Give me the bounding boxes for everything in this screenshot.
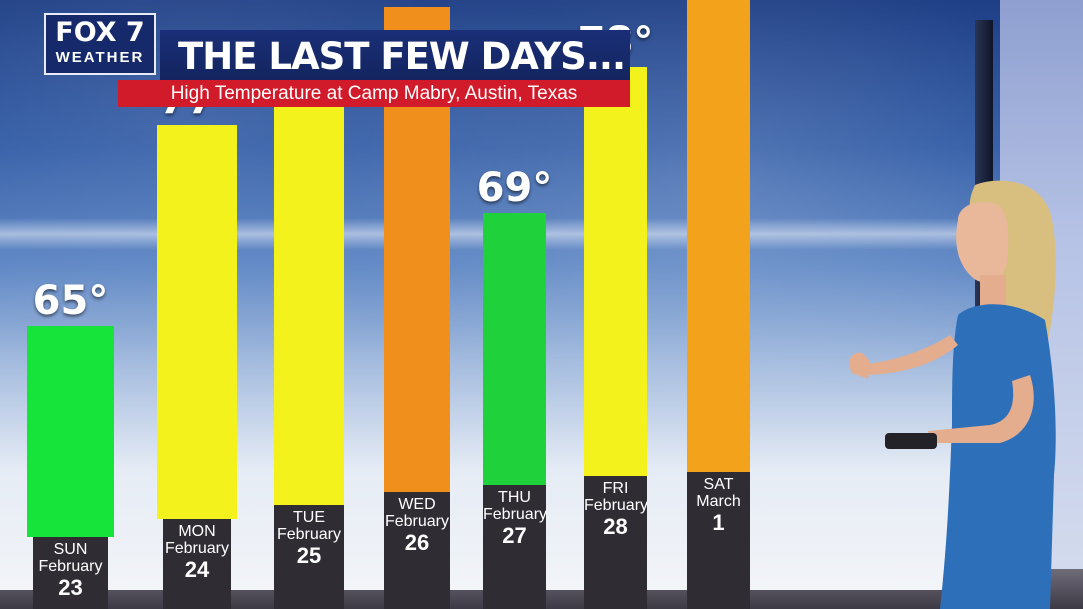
day-of-week: TUE <box>293 509 325 526</box>
day-of-week: SAT <box>703 476 734 493</box>
value-label-wed: 83° <box>364 0 470 5</box>
bar-fri <box>584 67 647 476</box>
bar-thu <box>483 213 546 485</box>
day-number: 27 <box>502 522 527 548</box>
day-number: 1 <box>712 509 725 535</box>
month: February <box>584 496 649 514</box>
month: February <box>483 505 548 523</box>
day-number: 28 <box>603 513 628 539</box>
month: February <box>164 539 230 557</box>
day-number: 23 <box>58 574 83 600</box>
day-label-fri: FRI February 28 <box>584 476 649 609</box>
day-label-sat: SAT March 1 <box>687 472 750 609</box>
logo-line-2: WEATHER <box>55 49 145 66</box>
page-subtitle: High Temperature at Camp Mabry, Austin, … <box>118 80 630 107</box>
day-of-week: MON <box>178 523 216 540</box>
day-of-week: THU <box>498 489 531 506</box>
page-title: THE LAST FEW DAYS... <box>178 35 626 78</box>
month: March <box>696 492 741 510</box>
day-label-thu: THU February 27 <box>483 485 548 609</box>
value-label-thu: 69° <box>476 165 553 211</box>
bar-mon <box>157 125 237 519</box>
bar-sat <box>687 0 750 472</box>
day-of-week: FRI <box>602 480 629 497</box>
day-of-week: SUN <box>53 541 88 558</box>
presenter-figure <box>849 180 1056 609</box>
day-label-mon: MON February 24 <box>163 519 231 609</box>
day-number: 24 <box>184 556 210 582</box>
day-label-sun: SUN February 23 <box>33 537 108 609</box>
title-bar <box>160 30 630 82</box>
month: February <box>38 557 103 575</box>
bar-sun <box>27 326 114 537</box>
temperature-chart: 65°SUNFebruary2377°MONFebruary2478°TUEFe… <box>27 0 750 609</box>
day-label-wed: WED February 26 <box>384 492 450 609</box>
fox7-weather-logo: FOX 7 WEATHER <box>44 13 156 75</box>
month: February <box>276 525 342 543</box>
value-label-sun: 65° <box>32 278 109 324</box>
day-of-week: WED <box>398 496 436 513</box>
bar-tue <box>274 96 344 505</box>
day-number: 26 <box>404 529 430 555</box>
month: February <box>384 512 450 530</box>
logo-line-1: FOX 7 <box>55 17 145 48</box>
day-number: 25 <box>296 542 322 568</box>
day-label-tue: TUE February 25 <box>274 505 344 609</box>
